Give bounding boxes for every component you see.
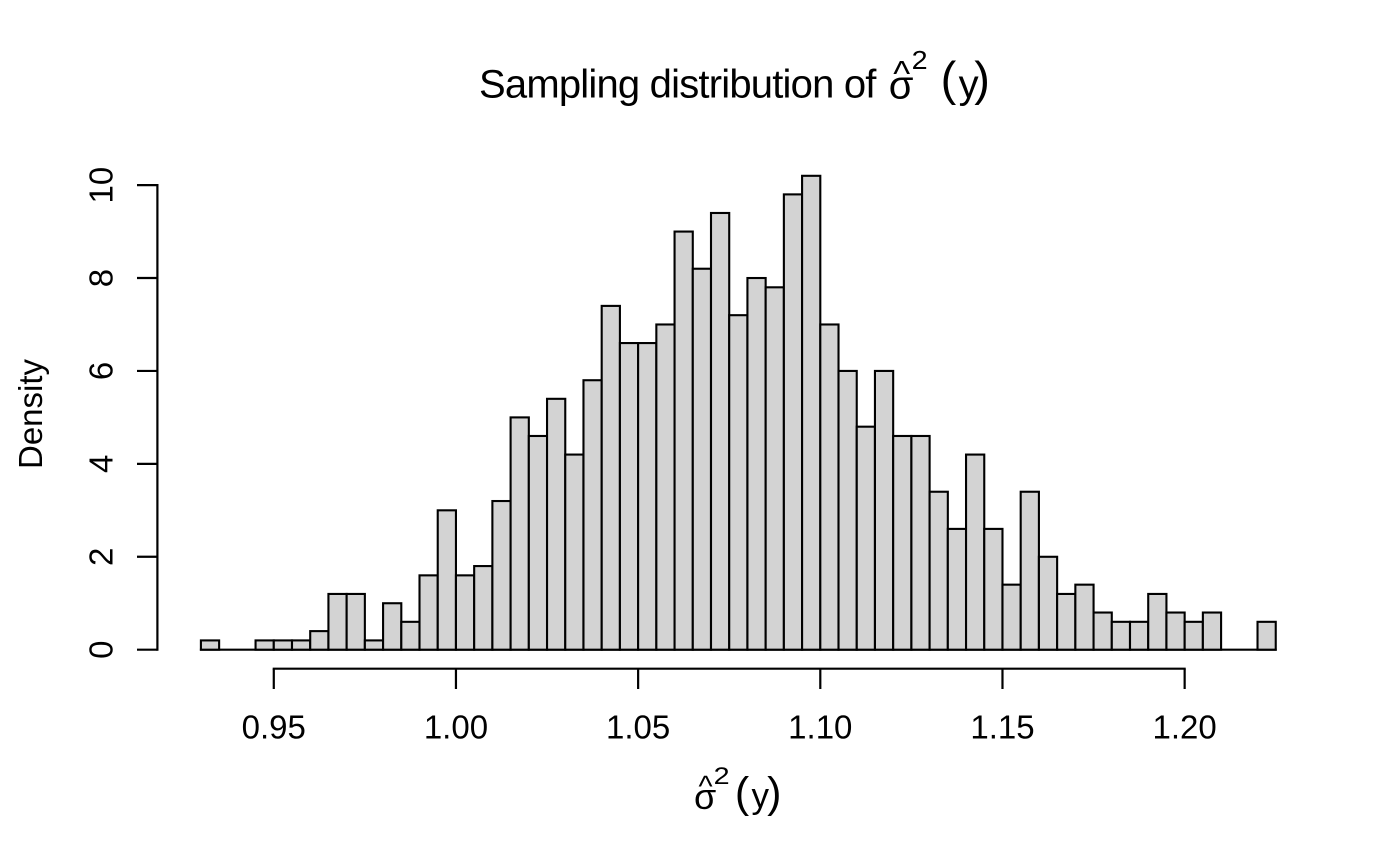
svg-text:1.15: 1.15 [970, 709, 1034, 746]
svg-text:): ) [974, 52, 990, 105]
svg-text:σ: σ [889, 64, 914, 108]
svg-text:1.10: 1.10 [788, 709, 852, 746]
svg-text:1.20: 1.20 [1153, 709, 1217, 746]
svg-text:Density: Density [12, 358, 49, 469]
svg-text:8: 8 [82, 269, 119, 287]
svg-text:0: 0 [82, 641, 119, 659]
svg-text:Sampling distribution of: Sampling distribution of [479, 63, 877, 107]
svg-text:2: 2 [82, 548, 119, 566]
svg-text:10: 10 [82, 167, 119, 204]
svg-text:4: 4 [82, 455, 119, 473]
svg-text:^: ^ [893, 53, 910, 94]
svg-text:): ) [767, 769, 781, 817]
svg-text:^: ^ [699, 771, 713, 804]
svg-text:1.05: 1.05 [606, 709, 670, 746]
svg-text:1.00: 1.00 [424, 709, 488, 746]
svg-text:2: 2 [912, 45, 928, 75]
svg-text:y: y [752, 777, 770, 816]
svg-text:6: 6 [82, 362, 119, 380]
svg-text:σ: σ [694, 776, 716, 817]
svg-text:2: 2 [714, 763, 730, 790]
svg-text:0.95: 0.95 [242, 709, 306, 746]
svg-text:y: y [959, 63, 979, 107]
svg-text:(: ( [941, 52, 957, 105]
svg-text:(: ( [735, 769, 750, 817]
